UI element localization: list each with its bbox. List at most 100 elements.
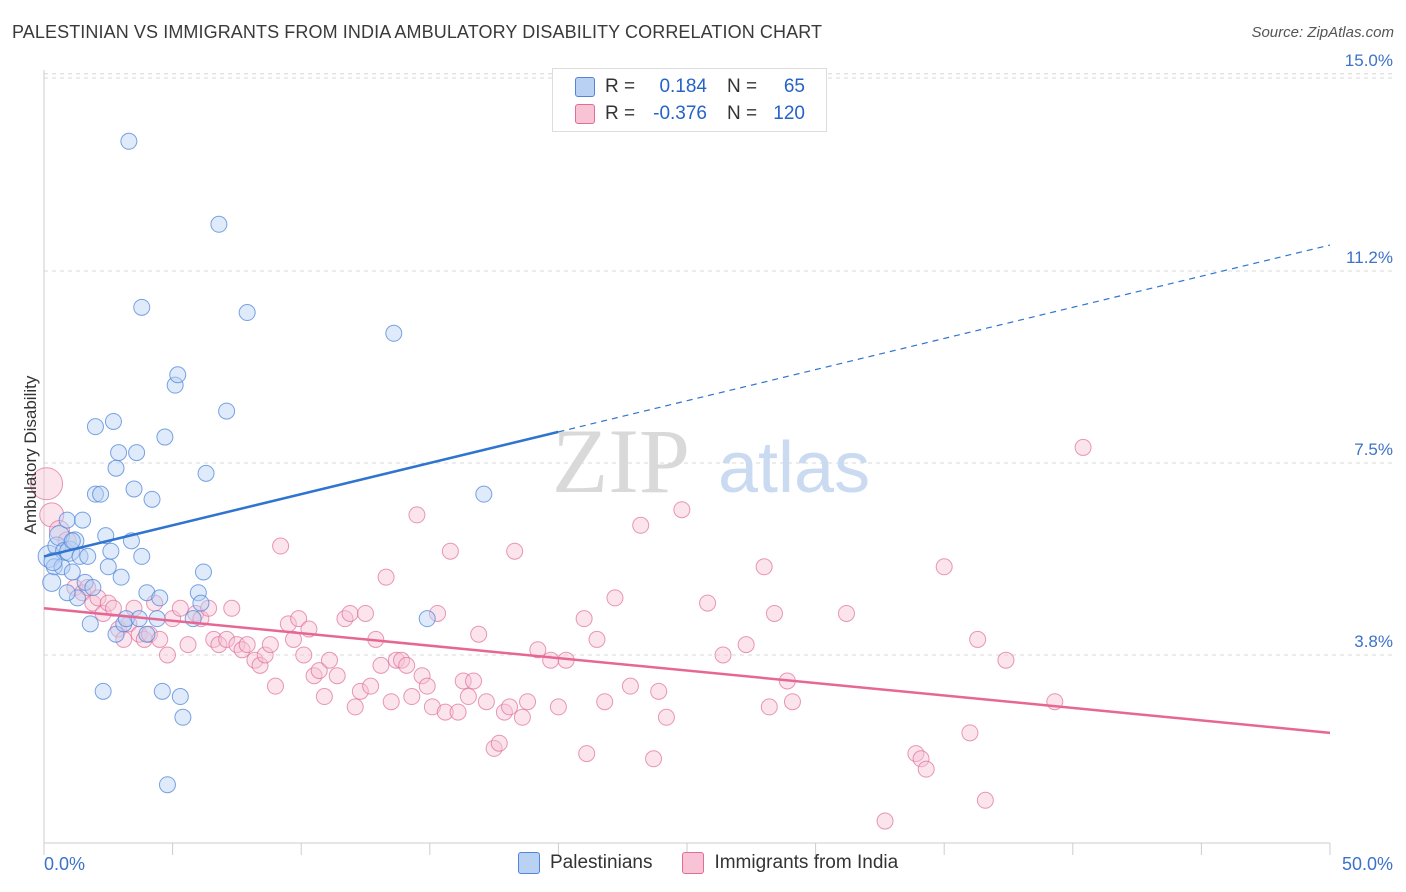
legend-r-label: R = [605,103,636,124]
data-point-india [1074,438,1092,456]
data-point-palestinian [128,444,146,462]
data-point-india [346,698,364,716]
data-point-india [657,708,675,726]
data-point-india [179,636,197,654]
data-point-palestinian [63,532,81,550]
data-point-india [382,693,400,711]
data-point-palestinian [84,579,102,597]
data-point-india [436,703,454,721]
data-point-palestinian [238,304,256,322]
data-point-palestinian [63,563,81,581]
source-credit: Source: ZipAtlas.com [1251,24,1394,41]
x-tick-label: 0.0% [44,854,85,874]
data-point-palestinian [102,542,120,560]
data-point-palestinian [86,418,104,436]
data-point-palestinian [153,682,171,700]
data-point-india [151,630,169,648]
data-point-india [74,584,92,602]
data-point-india [912,750,930,768]
data-point-palestinian [79,547,97,565]
y-tick-label: 3.8% [1354,632,1393,651]
data-point-india [765,604,783,622]
data-point-india [218,630,236,648]
legend-n-value: 120 [773,103,805,124]
data-point-india [256,646,274,664]
legend-label-india: Immigrants from India [714,852,899,873]
data-point-india [907,745,925,763]
data-point-india [305,667,323,685]
data-point-india [423,698,441,716]
data-point-india [295,646,313,664]
trend-line-india [43,607,1331,735]
data-point-india [246,651,264,669]
data-point-india [621,677,639,695]
data-point-india [588,630,606,648]
data-point-india [99,594,117,612]
data-point-india [737,636,755,654]
data-point-india [519,693,537,711]
data-point-india [403,688,421,706]
data-point-india [223,599,241,617]
legend-item-india: Immigrants from India [682,852,898,874]
data-point-india [341,604,359,622]
data-point-palestinian [58,584,76,602]
data-point-india [408,506,426,524]
legend-item-palestinians: Palestinians [518,852,652,874]
data-point-india [266,677,284,695]
data-point-india [465,672,483,690]
data-point-palestinian [107,459,125,477]
series-legend: Palestinians Immigrants from India [518,852,928,874]
y-tick-label: 15.0% [1345,51,1393,70]
trend-line-palestinians-extrapolated [558,244,1331,433]
data-point-india [976,791,994,809]
data-point-palestinian [133,298,151,316]
data-point-palestinian [169,366,187,384]
data-point-palestinian [192,594,210,612]
data-point-palestinian [218,402,236,420]
tick-labels: 3.8% 7.5% 11.2% 15.0% 0.0% 50.0% [44,51,1393,874]
series-palestinians [37,132,493,794]
axes-layer [43,70,1331,855]
data-point-palestinian [99,558,117,576]
data-point-india [30,467,64,501]
data-point-palestinian [74,511,92,529]
data-point-india [387,651,405,669]
data-point-india [310,662,328,680]
trend-lines [43,244,1331,735]
legend-row-palestinians: R = 0.184 N = 65 [575,74,805,100]
grid-layer [44,73,1392,656]
y-tick-label: 7.5% [1354,440,1393,459]
data-point-india [393,651,411,669]
data-point-palestinian [133,547,151,565]
data-point-india [251,656,269,674]
data-point-palestinian [68,589,86,607]
legend-n-value: 65 [783,76,805,97]
data-point-india [650,682,668,700]
data-point-india [632,516,650,534]
data-point-india [261,636,279,654]
data-point-india [606,589,624,607]
data-point-india [104,599,122,617]
data-point-india [578,745,596,763]
data-point-india [542,651,560,669]
data-point-india [362,677,380,695]
data-point-india [89,589,107,607]
watermark-zip: ZIP [552,410,690,512]
data-point-india [513,708,531,726]
data-point-india [372,656,390,674]
data-point-palestinian [171,688,189,706]
data-point-palestinian [166,376,184,394]
y-tick-label: 11.2% [1346,248,1393,267]
data-point-india [470,625,488,643]
data-point-india [575,610,593,628]
data-point-india [549,698,567,716]
data-point-india [351,682,369,700]
data-point-india [755,558,773,576]
data-point-palestinian [104,412,122,430]
data-point-india [673,501,691,519]
trend-line-palestinians [43,430,559,558]
data-point-india [529,641,547,659]
legend-row-india: R = -0.376 N = 120 [575,101,805,127]
legend-label-palestinians: Palestinians [550,852,653,873]
data-point-palestinian [81,615,99,633]
